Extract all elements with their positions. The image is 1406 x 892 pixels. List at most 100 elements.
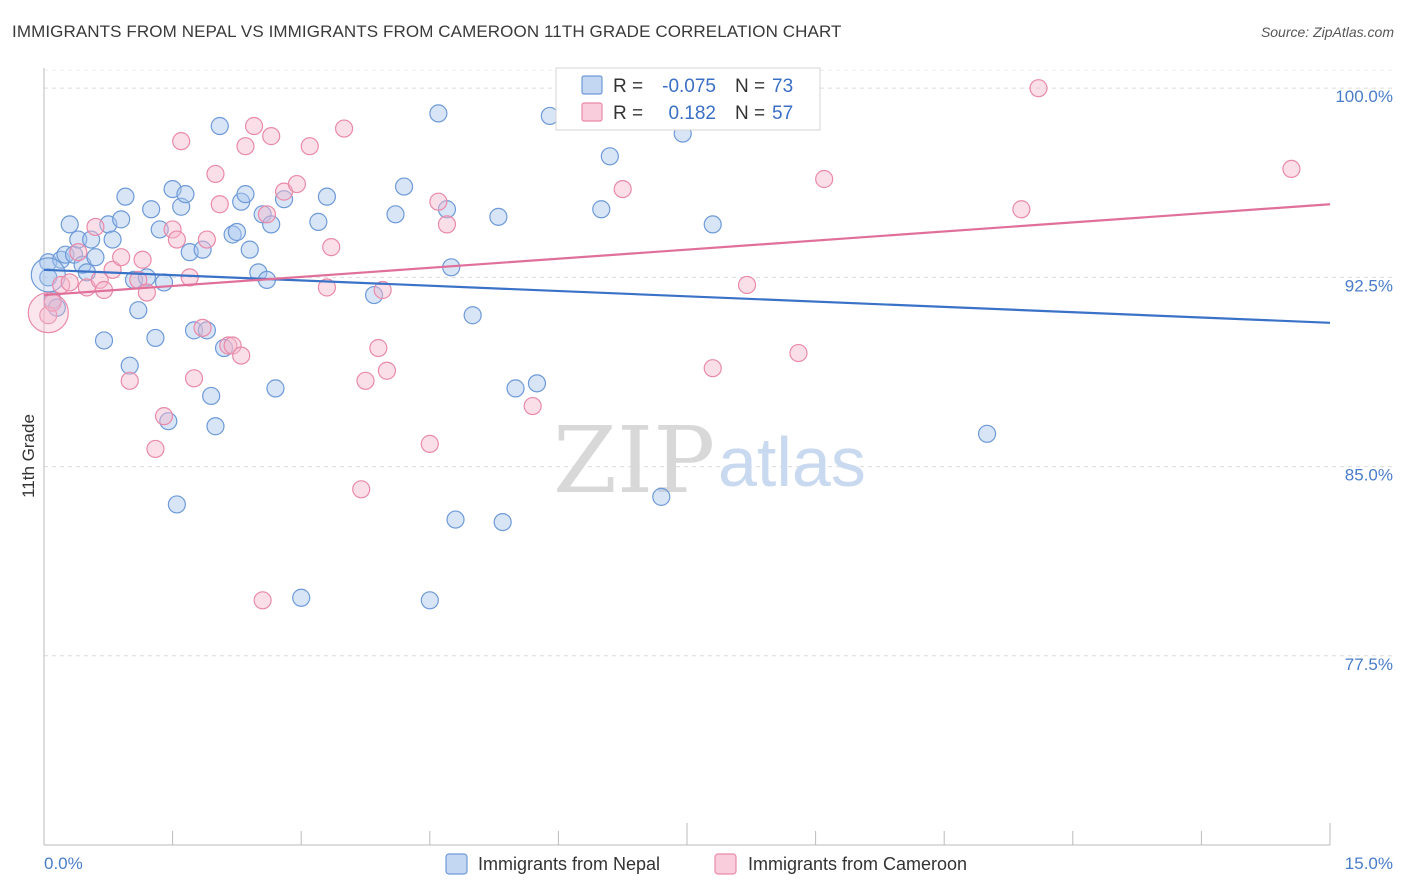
cameroon-point [167,230,186,249]
cameroon-point [120,371,139,390]
nepal-point [176,185,195,204]
cameroon-point [210,195,229,214]
nepal-point [429,104,448,123]
nepal-point [103,230,122,249]
legend-cameroon-swatch [581,102,603,122]
nepal-point [309,212,328,231]
x-tick-label-min: 0.0% [44,854,83,873]
nepal-point [600,147,619,166]
cameroon-point [27,292,69,334]
y-axis-title: 11th Grade [19,414,38,498]
nepal-point [489,207,508,226]
nepal-point [129,301,148,320]
cameroon-point [244,116,264,136]
cameroon-point [317,278,337,297]
nepal-point [112,210,131,229]
cameroon-trend-line [43,203,1331,297]
legend-cameroon-r-value: 0.182 [668,103,716,124]
cameroon-point [154,407,174,426]
cameroon-point [737,275,757,295]
cameroon-point [377,361,397,380]
nepal-point [146,328,165,348]
legend-nepal-swatch [581,75,603,95]
cameroon-point [789,343,808,363]
cameroon-point [1029,79,1048,98]
nepal-point [394,177,414,196]
nepal-point [463,306,482,325]
watermark: ZIP atlas [553,407,866,514]
nepal-point [262,215,281,234]
nepal-point [446,510,465,529]
nepal-point [206,417,225,436]
nepal-point [227,222,246,242]
cameroon-point [523,396,542,416]
nepal-point [527,374,547,393]
bottom-legend-nepal-label: Immigrants from Nepal [478,854,660,874]
nepal-point [592,200,611,219]
bottom-legend-nepal-swatch [445,853,468,875]
cameroon-point [112,248,131,267]
nepal-point [236,185,255,204]
series-legend: Immigrants from Nepal Immigrants from Ca… [445,853,967,875]
legend-cameroon-n-label: N = [735,103,765,124]
nepal-point [386,205,405,224]
legend-nepal-r-value: -0.075 [662,76,716,97]
legend-cameroon-n-value: 57 [772,103,793,124]
legend-nepal-r-label: R = [613,76,643,97]
nepal-point [150,220,169,239]
chart-title: IMMIGRANTS FROM NEPAL VS IMMIGRANTS FROM… [12,22,842,41]
cameroon-point [60,273,79,292]
chart-source: Source: ZipAtlas.com [1260,24,1394,40]
cameroon-point [257,205,277,224]
cameroon-point [133,250,152,269]
cameroon-point [703,359,722,378]
nepal-point [703,215,722,234]
y-tick-label: 85.0% [1345,466,1393,485]
cameroon-point [103,260,122,279]
cameroon-point [373,280,392,300]
nepal-point [120,356,139,375]
cameroon-point [69,243,88,262]
nepal-point [69,230,88,249]
cameroon-point [86,217,105,237]
y-tick-label: 92.5% [1345,276,1393,295]
watermark-atlas: atlas [718,423,866,501]
bottom-legend-cameroon-label: Immigrants from Cameroon [748,854,967,874]
legend-nepal-n-value: 73 [772,76,793,97]
cameroon-point [219,336,238,355]
nepal-point [154,273,174,292]
nepal-point [86,248,105,267]
correlation-legend: R = -0.075 N = 73 R = 0.182 N = 57 [555,67,821,131]
cameroon-point [232,346,251,365]
cameroon-point [420,434,439,453]
cameroon-point [429,192,448,211]
nepal-point [977,424,997,443]
cameroon-point [322,238,341,257]
nepal-point [210,116,229,136]
cameroon-point [300,137,319,156]
cameroon-point [613,179,632,199]
y-tick-label: 100.0% [1335,87,1393,106]
cameroon-point [184,369,204,388]
legend-nepal-n-label: N = [735,76,765,97]
cameroon-point [180,268,199,287]
cameroon-point [334,119,354,138]
nepal-point [274,190,294,209]
cameroon-point [1282,159,1301,179]
nepal-point [193,240,212,259]
nepal-point [240,240,259,259]
nepal-point [202,386,221,406]
cameroon-point [262,127,281,146]
nepal-point [167,495,186,514]
cameroon-point [1012,200,1031,219]
nepal-point [506,379,525,398]
nepal-series [30,104,997,610]
cameroon-point [172,132,191,151]
nepal-point [292,588,311,607]
cameroon-point [206,164,225,184]
nepal-point [116,187,135,206]
nepal-point [364,285,384,305]
y-tick-label: 77.5% [1345,655,1393,674]
cameroon-point [146,439,165,459]
cameroon-point [369,338,388,358]
